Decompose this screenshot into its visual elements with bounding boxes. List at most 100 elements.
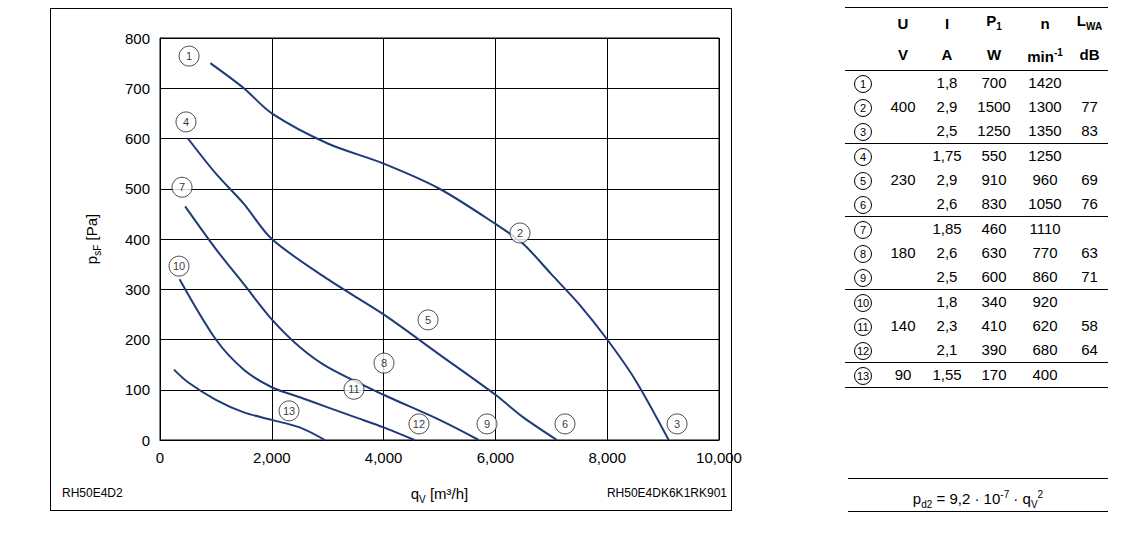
html-text:410: 410 — [981, 317, 1007, 334]
svg-text:q: q — [411, 485, 419, 502]
html-text:76: 76 — [1081, 195, 1098, 212]
html-text:2,1: 2,1 — [936, 341, 958, 358]
html-text:10: 10 — [856, 297, 870, 309]
html-text:2,5: 2,5 — [936, 268, 958, 285]
svg-text:8: 8 — [381, 357, 387, 369]
svg-text:0: 0 — [156, 449, 164, 466]
html-text:69: 69 — [1081, 171, 1098, 188]
html-text:1500: 1500 — [977, 98, 1011, 115]
svg-text:6: 6 — [562, 418, 568, 430]
svg-text:7: 7 — [179, 181, 185, 193]
svg-text:3: 3 — [674, 418, 680, 430]
html-text:630: 630 — [981, 244, 1007, 261]
html-text:400: 400 — [1032, 366, 1058, 383]
svg-text:1: 1 — [186, 50, 192, 62]
html-text:13: 13 — [856, 370, 870, 382]
html-text:pd2= 9,2 · 10-7· qV: pd2= 9,2 · 10-7· qV — [912, 489, 1038, 510]
html-text:1250: 1250 — [1028, 147, 1062, 164]
html-text:64: 64 — [1081, 341, 1098, 358]
svg-text:11: 11 — [348, 383, 359, 395]
html-text:230: 230 — [890, 171, 916, 188]
html-text:71: 71 — [1081, 268, 1098, 285]
svg-text:2,000: 2,000 — [253, 449, 291, 466]
html-text:63: 63 — [1081, 244, 1098, 261]
html-text:U: U — [897, 15, 909, 32]
svg-text:700: 700 — [125, 80, 150, 97]
html-text:1,55: 1,55 — [932, 366, 962, 383]
html-text:n: n — [1040, 15, 1050, 32]
svg-text:800: 800 — [125, 30, 150, 47]
html-text:2,6: 2,6 — [936, 195, 958, 212]
html-text:1,8: 1,8 — [936, 74, 958, 91]
html-text:W: W — [986, 46, 1002, 63]
html-text:860: 860 — [1032, 268, 1058, 285]
svg-text:400: 400 — [125, 231, 150, 248]
html-text:2,9: 2,9 — [936, 98, 958, 115]
html-text:90: 90 — [894, 366, 912, 383]
svg-text:5: 5 — [425, 314, 431, 326]
svg-text:[m³/h]: [m³/h] — [426, 485, 469, 502]
html-text:83: 83 — [1081, 122, 1098, 139]
svg-text:12: 12 — [413, 418, 425, 430]
svg-text:9: 9 — [484, 418, 490, 430]
html-text:600: 600 — [981, 268, 1007, 285]
html-text:680: 680 — [1032, 341, 1058, 358]
html-text:400: 400 — [890, 98, 916, 115]
html-text:770: 770 — [1032, 244, 1058, 261]
html-text:1,8: 1,8 — [936, 293, 958, 310]
html-text:140: 140 — [890, 317, 916, 334]
html-text:2,3: 2,3 — [936, 317, 958, 334]
html-text:2,9: 2,9 — [936, 171, 958, 188]
svg-text:4,000: 4,000 — [365, 449, 403, 466]
svg-text:sF: sF — [92, 245, 103, 256]
svg-text:10,000: 10,000 — [696, 449, 742, 466]
html-text:920: 920 — [1032, 293, 1058, 310]
svg-text:p: p — [83, 256, 100, 264]
svg-text:0: 0 — [142, 432, 150, 449]
svg-text:6,000: 6,000 — [477, 449, 515, 466]
html-text:RH50E4DK6K1RK901: RH50E4DK6K1RK901 — [606, 486, 727, 500]
html-text:830: 830 — [981, 195, 1007, 212]
svg-text:13: 13 — [283, 405, 295, 417]
html-text:1250: 1250 — [977, 122, 1011, 139]
html-text:1110: 1110 — [1029, 220, 1061, 237]
html-text:12: 12 — [856, 345, 870, 357]
svg-text:2: 2 — [517, 227, 523, 239]
svg-text:[Pa]: [Pa] — [83, 214, 100, 245]
html-text:1050: 1050 — [1028, 195, 1062, 212]
html-text:460: 460 — [981, 220, 1007, 237]
html-text:1300: 1300 — [1028, 98, 1062, 115]
html-text:620: 620 — [1032, 317, 1058, 334]
html-text:1,85: 1,85 — [932, 220, 962, 237]
svg-text:10: 10 — [173, 260, 185, 272]
svg-text:8,000: 8,000 — [588, 449, 626, 466]
html-text:340: 340 — [981, 293, 1007, 310]
html-text:700: 700 — [981, 74, 1007, 91]
html-text:1,75: 1,75 — [932, 147, 962, 164]
html-text:RH50E4D2: RH50E4D2 — [62, 486, 123, 500]
html-text:180: 180 — [890, 244, 916, 261]
svg-text:300: 300 — [125, 281, 150, 298]
html-text:550: 550 — [981, 147, 1007, 164]
html-text:dB: dB — [1079, 46, 1100, 63]
svg-text:100: 100 — [125, 381, 150, 398]
html-text:1350: 1350 — [1028, 122, 1062, 139]
html-text:390: 390 — [981, 341, 1007, 358]
html-text:2,6: 2,6 — [936, 244, 958, 261]
html-text:960: 960 — [1032, 171, 1058, 188]
svg-text:200: 200 — [125, 331, 150, 348]
html-text:910: 910 — [981, 171, 1007, 188]
html-text:77: 77 — [1081, 98, 1098, 115]
html-text:11: 11 — [857, 321, 869, 333]
html-text:min-1: min-1 — [1027, 47, 1063, 65]
svg-text:4: 4 — [183, 116, 189, 128]
html-text:58: 58 — [1081, 317, 1098, 334]
html-text:1420: 1420 — [1028, 74, 1062, 91]
html-text:170: 170 — [981, 366, 1007, 383]
svg-text:600: 600 — [125, 130, 150, 147]
html-text:2,5: 2,5 — [936, 122, 958, 139]
html-text:LWA: LWA — [1076, 12, 1103, 32]
html-text:A: A — [941, 46, 953, 63]
svg-text:500: 500 — [125, 180, 150, 197]
html-text:P1: P1 — [986, 12, 1002, 32]
